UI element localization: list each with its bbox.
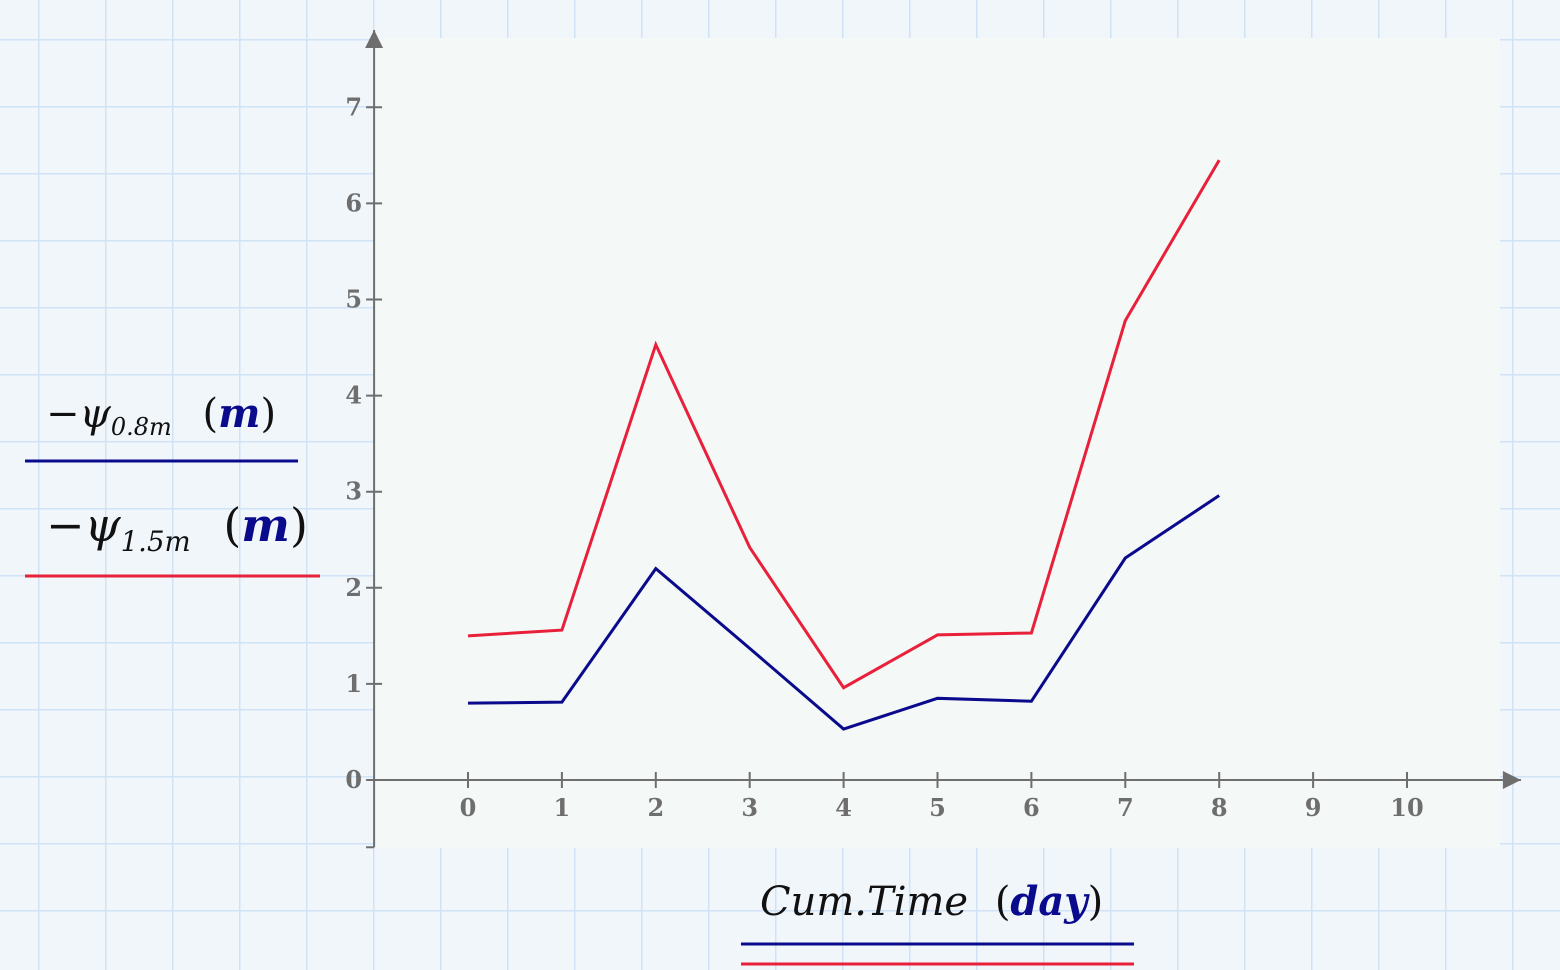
- x-tick-label-9: 9: [1305, 793, 1322, 822]
- legend-lines: [25, 459, 1134, 966]
- x-tick-label-10: 10: [1390, 793, 1423, 822]
- series: [467, 159, 1221, 731]
- x-tick-label-2: 2: [647, 793, 664, 822]
- y-tick-label-2: 2: [345, 573, 362, 602]
- x-tick-label-8: 8: [1211, 793, 1228, 822]
- y-tick-label-7: 7: [345, 92, 362, 121]
- x-tick-label-7: 7: [1117, 793, 1134, 822]
- x-tick-label-0: 0: [460, 793, 477, 822]
- y-tick-label-5: 5: [345, 285, 362, 314]
- y-tick-label-3: 3: [345, 477, 362, 506]
- y-label-2-sub: 1.5m: [120, 524, 191, 558]
- x-axis-arrow: [1502, 771, 1521, 789]
- y-label-2-sign: −: [46, 498, 85, 552]
- y-label-series-1: −ψ0.8m (m): [46, 390, 277, 442]
- y-tick-label-4: 4: [345, 381, 362, 410]
- y-tick-label-0: 0: [345, 765, 362, 794]
- y-label-2-var: ψ: [84, 498, 121, 552]
- series-line-1: [467, 494, 1221, 731]
- y-tick-label-1: 1: [345, 669, 362, 698]
- y-label-1-var: ψ: [79, 391, 111, 437]
- ticks: 0 1 2 3 4 5 6 7 8 9 10 0 1 2 3 4 5 6 7: [345, 92, 1423, 822]
- axes: [365, 30, 1521, 849]
- x-tick-label-1: 1: [554, 793, 571, 822]
- y-axis-arrow: [365, 30, 384, 49]
- plot-panel: [375, 38, 1500, 848]
- y-label-series-2: −ψ1.5m (m): [46, 498, 308, 558]
- x-tick-label-5: 5: [929, 793, 946, 822]
- y-label-1-sign: −: [46, 391, 80, 437]
- x-tick-label-4: 4: [835, 793, 852, 822]
- x-label-var: Cum.Time: [760, 879, 969, 925]
- x-axis-label: Cum.Time (day): [760, 878, 1104, 925]
- x-tick-label-3: 3: [741, 793, 758, 822]
- x-label-unit: day: [1010, 878, 1088, 925]
- y-tick-label-6: 6: [345, 188, 362, 217]
- series-line-2: [467, 159, 1221, 690]
- y-label-1-unit: m: [218, 390, 261, 437]
- y-label-2-unit: m: [241, 498, 290, 552]
- x-tick-label-6: 6: [1023, 793, 1040, 822]
- y-label-1-sub: 0.8m: [110, 413, 172, 442]
